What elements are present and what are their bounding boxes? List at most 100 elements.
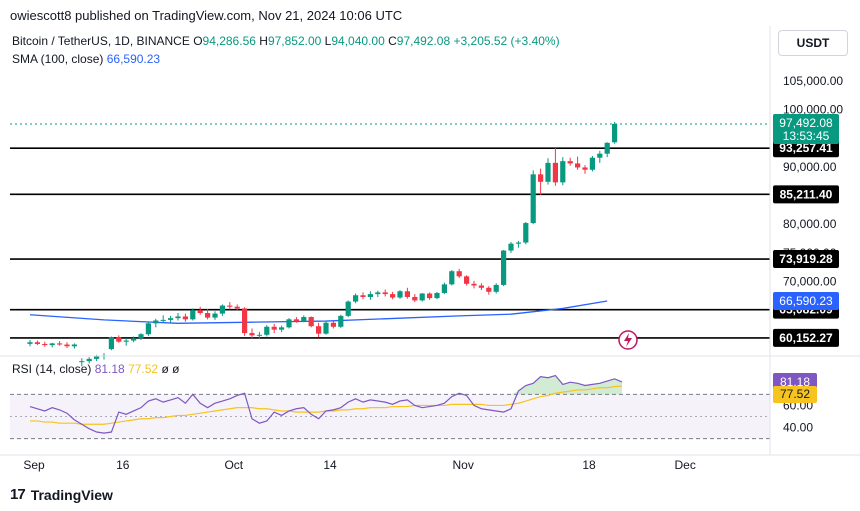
candle-body xyxy=(545,162,551,182)
candle-body xyxy=(515,242,521,244)
rsi-line xyxy=(29,374,623,434)
tradingview-logo-icon: 17 xyxy=(10,486,26,503)
rsi-value-box xyxy=(773,372,817,390)
candle-body xyxy=(523,223,529,243)
candle-body xyxy=(57,343,63,345)
candle-body xyxy=(441,284,447,293)
rsi-legend[interactable]: RSI (14, close) 81.18 77.52 ø ø xyxy=(12,362,179,376)
footer-brand[interactable]: 17 TradingView xyxy=(10,486,113,503)
candle-body xyxy=(353,295,359,302)
candle-body xyxy=(79,361,85,363)
sma-label-box xyxy=(773,292,839,311)
change-value: +3,205.52 (+3.40%) xyxy=(453,34,560,48)
candles-layer xyxy=(27,121,638,367)
y-tick-label: 100,000.00 xyxy=(783,103,843,117)
levels-layer xyxy=(10,123,770,339)
candle-body xyxy=(190,310,196,320)
candle-body xyxy=(412,296,418,301)
candle-body xyxy=(131,338,137,341)
y-tick-label: 105,000.00 xyxy=(783,74,843,88)
candle-body xyxy=(330,322,336,327)
candle-body xyxy=(552,162,558,183)
labels-layer: 93,257.4185,211.4073,919.2865,082.0960,1… xyxy=(773,113,839,404)
candle-body xyxy=(434,292,440,299)
rsi-legend-value: 81.18 xyxy=(94,362,125,376)
y-tick-label: 90,000.00 xyxy=(783,160,837,174)
lightning-icon-bolt xyxy=(624,333,632,347)
candle-body xyxy=(390,294,396,298)
rsi-extra-1: ø xyxy=(161,362,169,376)
candle-body xyxy=(323,322,329,334)
candle-body xyxy=(234,306,240,309)
candle-body xyxy=(301,317,307,322)
candle-body xyxy=(338,315,344,327)
current-price-box xyxy=(773,113,839,144)
candle-body xyxy=(256,334,262,336)
candle-body xyxy=(293,319,299,322)
x-tick-label: 14 xyxy=(323,458,337,472)
candle-body xyxy=(464,276,470,284)
sma-legend[interactable]: SMA (100, close) 66,590.23 xyxy=(12,52,160,66)
candle-body xyxy=(49,343,55,346)
axis-layer: 105,000.00100,000.0090,000.0080,000.0075… xyxy=(0,26,860,472)
x-tick-label: Dec xyxy=(675,458,696,472)
candle-body xyxy=(575,163,581,168)
open-label: O xyxy=(193,34,203,48)
candle-body xyxy=(145,323,151,335)
candle-body xyxy=(530,174,536,224)
y-tick-label: 70,000.00 xyxy=(783,275,837,289)
candle-body xyxy=(34,342,40,344)
candle-body xyxy=(249,333,255,336)
candle-body xyxy=(116,337,122,342)
sma-layer xyxy=(29,300,608,324)
footer-brand-name: TradingView xyxy=(30,486,113,503)
candle-body xyxy=(345,301,351,316)
symbol-legend: Bitcoin / TetherUS, 1D, BINANCE O94,286.… xyxy=(12,34,560,48)
candle-body xyxy=(456,271,462,277)
candle-body xyxy=(94,356,100,359)
candle-body xyxy=(449,271,455,285)
candle-body xyxy=(182,316,188,320)
x-tick-label: 16 xyxy=(116,458,130,472)
rsi-value-label: 81.18 xyxy=(780,375,810,389)
candle-body xyxy=(264,326,270,335)
rsi-overbought-fill xyxy=(30,375,622,395)
candle-body xyxy=(42,343,48,346)
candle-body xyxy=(160,319,166,321)
candle-body xyxy=(612,123,618,143)
high-value: 97,852.00 xyxy=(267,34,322,48)
candle-body xyxy=(279,327,285,330)
candle-body xyxy=(493,284,499,292)
candle-body xyxy=(367,294,373,297)
y-tick-label: 80,000.00 xyxy=(783,217,837,231)
candle-body xyxy=(271,326,277,330)
candle-body xyxy=(538,174,544,182)
candle-body xyxy=(227,305,233,307)
candle-body xyxy=(64,344,70,347)
sma-label: SMA (100, close) xyxy=(12,52,104,66)
candle-body xyxy=(560,161,566,183)
candle-body xyxy=(316,326,322,334)
currency-button[interactable]: USDT xyxy=(778,30,848,56)
candle-body xyxy=(360,295,366,297)
rsi-extra-2: ø xyxy=(172,362,180,376)
symbol-name: Bitcoin / TetherUS, 1D, BINANCE xyxy=(12,34,190,48)
candle-body xyxy=(597,153,603,158)
sma-value: 66,590.23 xyxy=(106,52,161,66)
sma-price-label: 66,590.23 xyxy=(779,294,833,308)
level-label: 93,257.41 xyxy=(779,141,833,155)
candle-body xyxy=(419,293,425,301)
sma-line xyxy=(29,300,608,324)
level-label-box xyxy=(773,328,839,347)
rsi-ma-value-label: 77.52 xyxy=(780,387,810,401)
rsi-ma-value-box xyxy=(773,386,817,404)
candle-body xyxy=(382,292,388,295)
lightning-icon xyxy=(618,330,638,350)
candle-body xyxy=(205,313,211,318)
open-value: 94,286.56 xyxy=(202,34,256,48)
candle-body xyxy=(71,344,77,347)
level-label: 60,152.27 xyxy=(779,331,833,345)
candle-body xyxy=(501,250,507,285)
candle-body xyxy=(242,308,248,334)
